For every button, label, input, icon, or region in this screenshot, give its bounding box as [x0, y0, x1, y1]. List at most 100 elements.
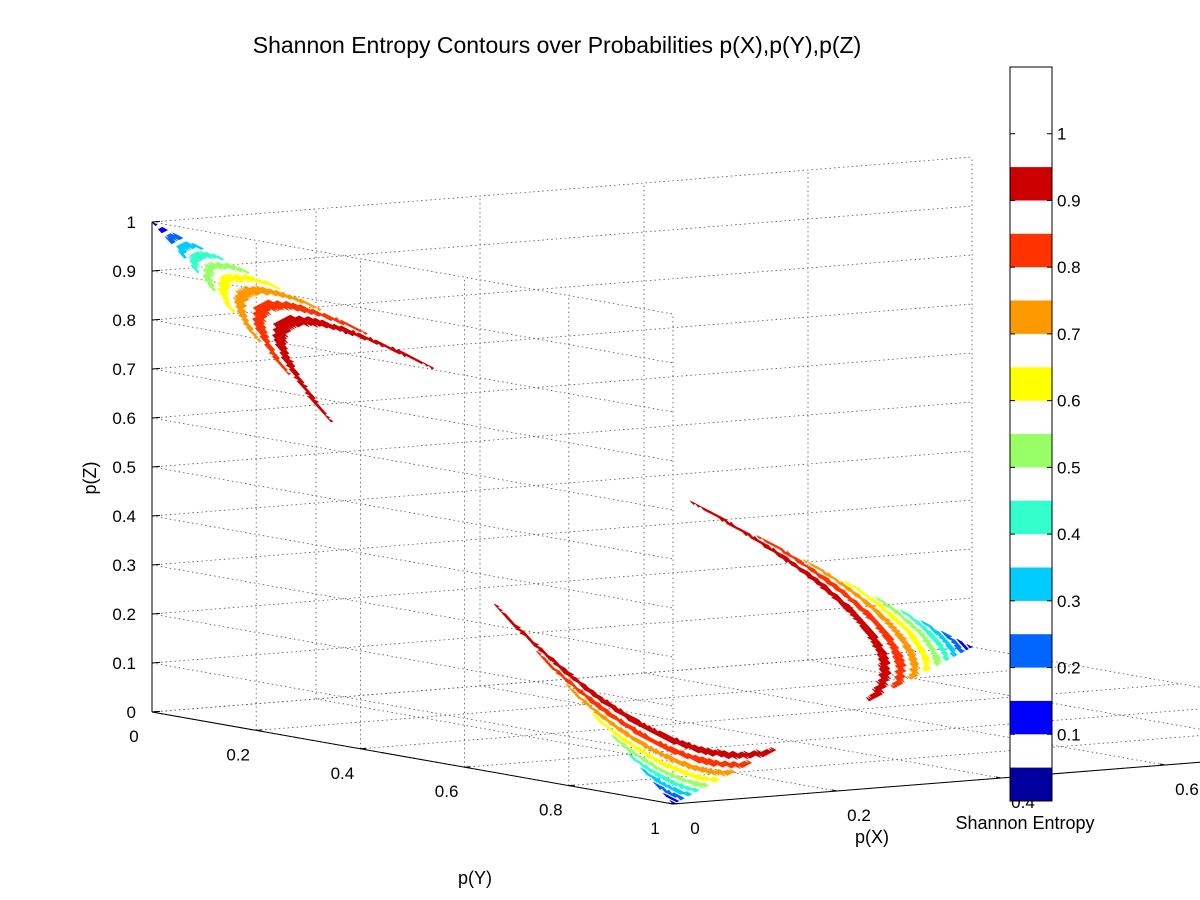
x-tick-label: 0 [690, 819, 699, 838]
floor-gridline [152, 647, 972, 712]
colorbar-band [1010, 367, 1052, 400]
tick-mark [569, 785, 575, 786]
colorbar-tick-label: 0.7 [1057, 325, 1081, 344]
contour-cell [328, 418, 333, 422]
back-wall-gridline [152, 647, 972, 712]
contour-cell [967, 644, 972, 648]
floor-gridline [256, 665, 1076, 730]
side-wall-gridline [152, 467, 673, 559]
y-tick-label: 0.6 [435, 782, 459, 801]
colorbar-band [1010, 501, 1052, 534]
colorbar-band [1010, 434, 1052, 467]
contour-cell [316, 307, 321, 311]
tick-mark [152, 613, 160, 614]
z-tick-label: 1 [127, 213, 136, 232]
z-tick-label: 0.4 [112, 507, 136, 526]
colorbar-band [1010, 234, 1052, 267]
y-tick-label: 1 [650, 819, 659, 838]
colorbar-band [1010, 301, 1052, 334]
tick-mark [152, 662, 160, 663]
x-axis-label: p(X) [855, 827, 889, 847]
colorbar-tick-label: 0.9 [1057, 192, 1081, 211]
colorbar-tick-label: 0.2 [1057, 659, 1081, 678]
contour-cell [362, 331, 367, 335]
z-tick-label: 0.5 [112, 458, 136, 477]
contour-cell [494, 604, 499, 608]
contour-cell [325, 415, 330, 419]
back-wall-gridline [152, 206, 972, 271]
y-axis-label: p(Y) [458, 868, 492, 888]
y-tick-label: 0.2 [226, 745, 250, 764]
contour-cell [757, 535, 762, 539]
back-wall-gridline [152, 353, 972, 418]
z-tick-label: 0 [127, 703, 136, 722]
colorbar-band [1010, 568, 1052, 601]
z-tick-label: 0.3 [112, 556, 136, 575]
colorbar-tick-label: 0.1 [1057, 725, 1081, 744]
back-wall-gridline [152, 500, 972, 565]
colorbar-tick-label: 0.5 [1057, 458, 1081, 477]
x-tick-label: 0.2 [847, 806, 871, 825]
tick-mark [152, 417, 160, 418]
colorbar-tick-label: 1 [1057, 125, 1066, 144]
contour-cell [497, 608, 502, 612]
colorbar-tick-label: 0.3 [1057, 592, 1081, 611]
x-axis-line [673, 739, 1200, 804]
tick-mark [152, 712, 158, 713]
chart-title: Shannon Entropy Contours over Probabilit… [253, 32, 862, 58]
colorbar-band [1010, 634, 1052, 667]
tick-mark [152, 564, 160, 565]
tick-mark [152, 221, 160, 222]
z-tick-label: 0.1 [112, 654, 136, 673]
floor-gridline [465, 702, 1200, 767]
z-tick-label: 0.9 [112, 262, 136, 281]
contour-cell [152, 222, 157, 226]
tick-mark [152, 466, 160, 467]
side-wall-gridline [152, 320, 673, 412]
y-tick-label: 0 [129, 727, 138, 746]
floor-gridline [808, 660, 1200, 752]
tick-mark [152, 368, 160, 369]
z-tick-label: 0.7 [112, 360, 136, 379]
colorbar-tick-label: 0.4 [1057, 525, 1081, 544]
floor-gridline [316, 699, 837, 791]
colorbar-tick-label: 0.6 [1057, 392, 1081, 411]
tick-mark [673, 804, 679, 805]
contour-cell [424, 363, 429, 367]
colorbar-band [1010, 701, 1052, 734]
floor-gridline [972, 647, 1200, 739]
z-tick-label: 0.6 [112, 409, 136, 428]
colorbar: 0.1 0.2 0.3 0.4 0.5 0.6 0.7 0.8 0.9 1 [1010, 67, 1081, 801]
colorbar-band [1010, 167, 1052, 200]
back-wall-gridline [152, 402, 972, 467]
contour-cell [695, 504, 700, 508]
back-wall-gridline [152, 451, 972, 516]
tick-mark [256, 730, 262, 731]
y-tick-label: 0.8 [539, 801, 563, 820]
back-wall-gridline [152, 549, 972, 614]
y-tick-label: 0.4 [331, 764, 355, 783]
colorbar-band [1010, 768, 1052, 801]
contour-cell [690, 501, 695, 505]
z-tick-label: 0.8 [112, 311, 136, 330]
floor-gridline [673, 739, 1200, 804]
side-wall-gridline [152, 418, 673, 510]
tick-mark [152, 515, 160, 516]
colorbar-title: Shannon Entropy [955, 813, 1094, 833]
side-wall-gridline [152, 369, 673, 461]
contour-cell [429, 365, 434, 369]
tick-mark [465, 767, 471, 768]
tick-mark [152, 270, 160, 271]
x-tick-label: 0.6 [1175, 780, 1199, 799]
contour-cell [286, 371, 291, 375]
contour-surface [152, 222, 972, 804]
z-tick-label: 0.2 [112, 605, 136, 624]
side-wall-gridline [152, 565, 673, 657]
colorbar-tick-label: 0.8 [1057, 258, 1081, 277]
z-axis-label: p(Z) [80, 462, 100, 495]
tick-mark [360, 748, 366, 749]
tick-mark [152, 319, 160, 320]
back-wall-gridline [152, 157, 972, 222]
side-wall-gridline [152, 516, 673, 608]
